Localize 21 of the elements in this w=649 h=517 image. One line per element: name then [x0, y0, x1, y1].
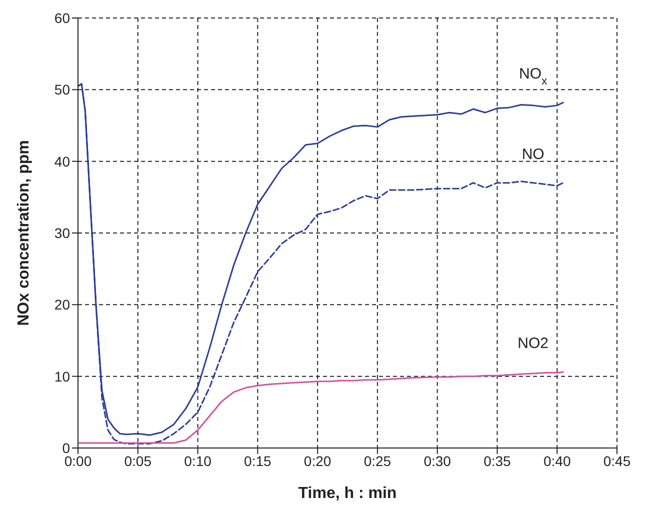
x-tick-label: 0:40 [543, 452, 571, 469]
x-tick-label: 0:05 [124, 452, 152, 469]
y-tick-label: 60 [54, 10, 70, 26]
x-tick-label: 0:45 [603, 452, 631, 469]
line-series [78, 371, 564, 444]
y-tick-label: 50 [54, 82, 70, 98]
x-tick-label: 0:25 [364, 452, 392, 469]
x-tick-label: 0:10 [184, 452, 212, 469]
x-tick-label: 0:15 [244, 452, 272, 469]
series-label: NO2 [518, 335, 549, 352]
y-tick-label: 10 [54, 368, 70, 384]
x-tick-label: 0:20 [304, 452, 332, 469]
x-axis-title: Time, h : min [298, 485, 397, 502]
y-tick-label: 20 [54, 296, 70, 313]
y-axis-title: NOx concentration, ppm [16, 140, 33, 326]
x-tick-label: 0:35 [484, 452, 512, 469]
series-label: NO$_{x}$ [519, 66, 548, 88]
y-tick-label: 30 [54, 224, 70, 241]
x-tick-label: 0:30 [424, 452, 452, 469]
series-label: NO [522, 146, 544, 163]
y-tick-label: 40 [54, 153, 70, 170]
